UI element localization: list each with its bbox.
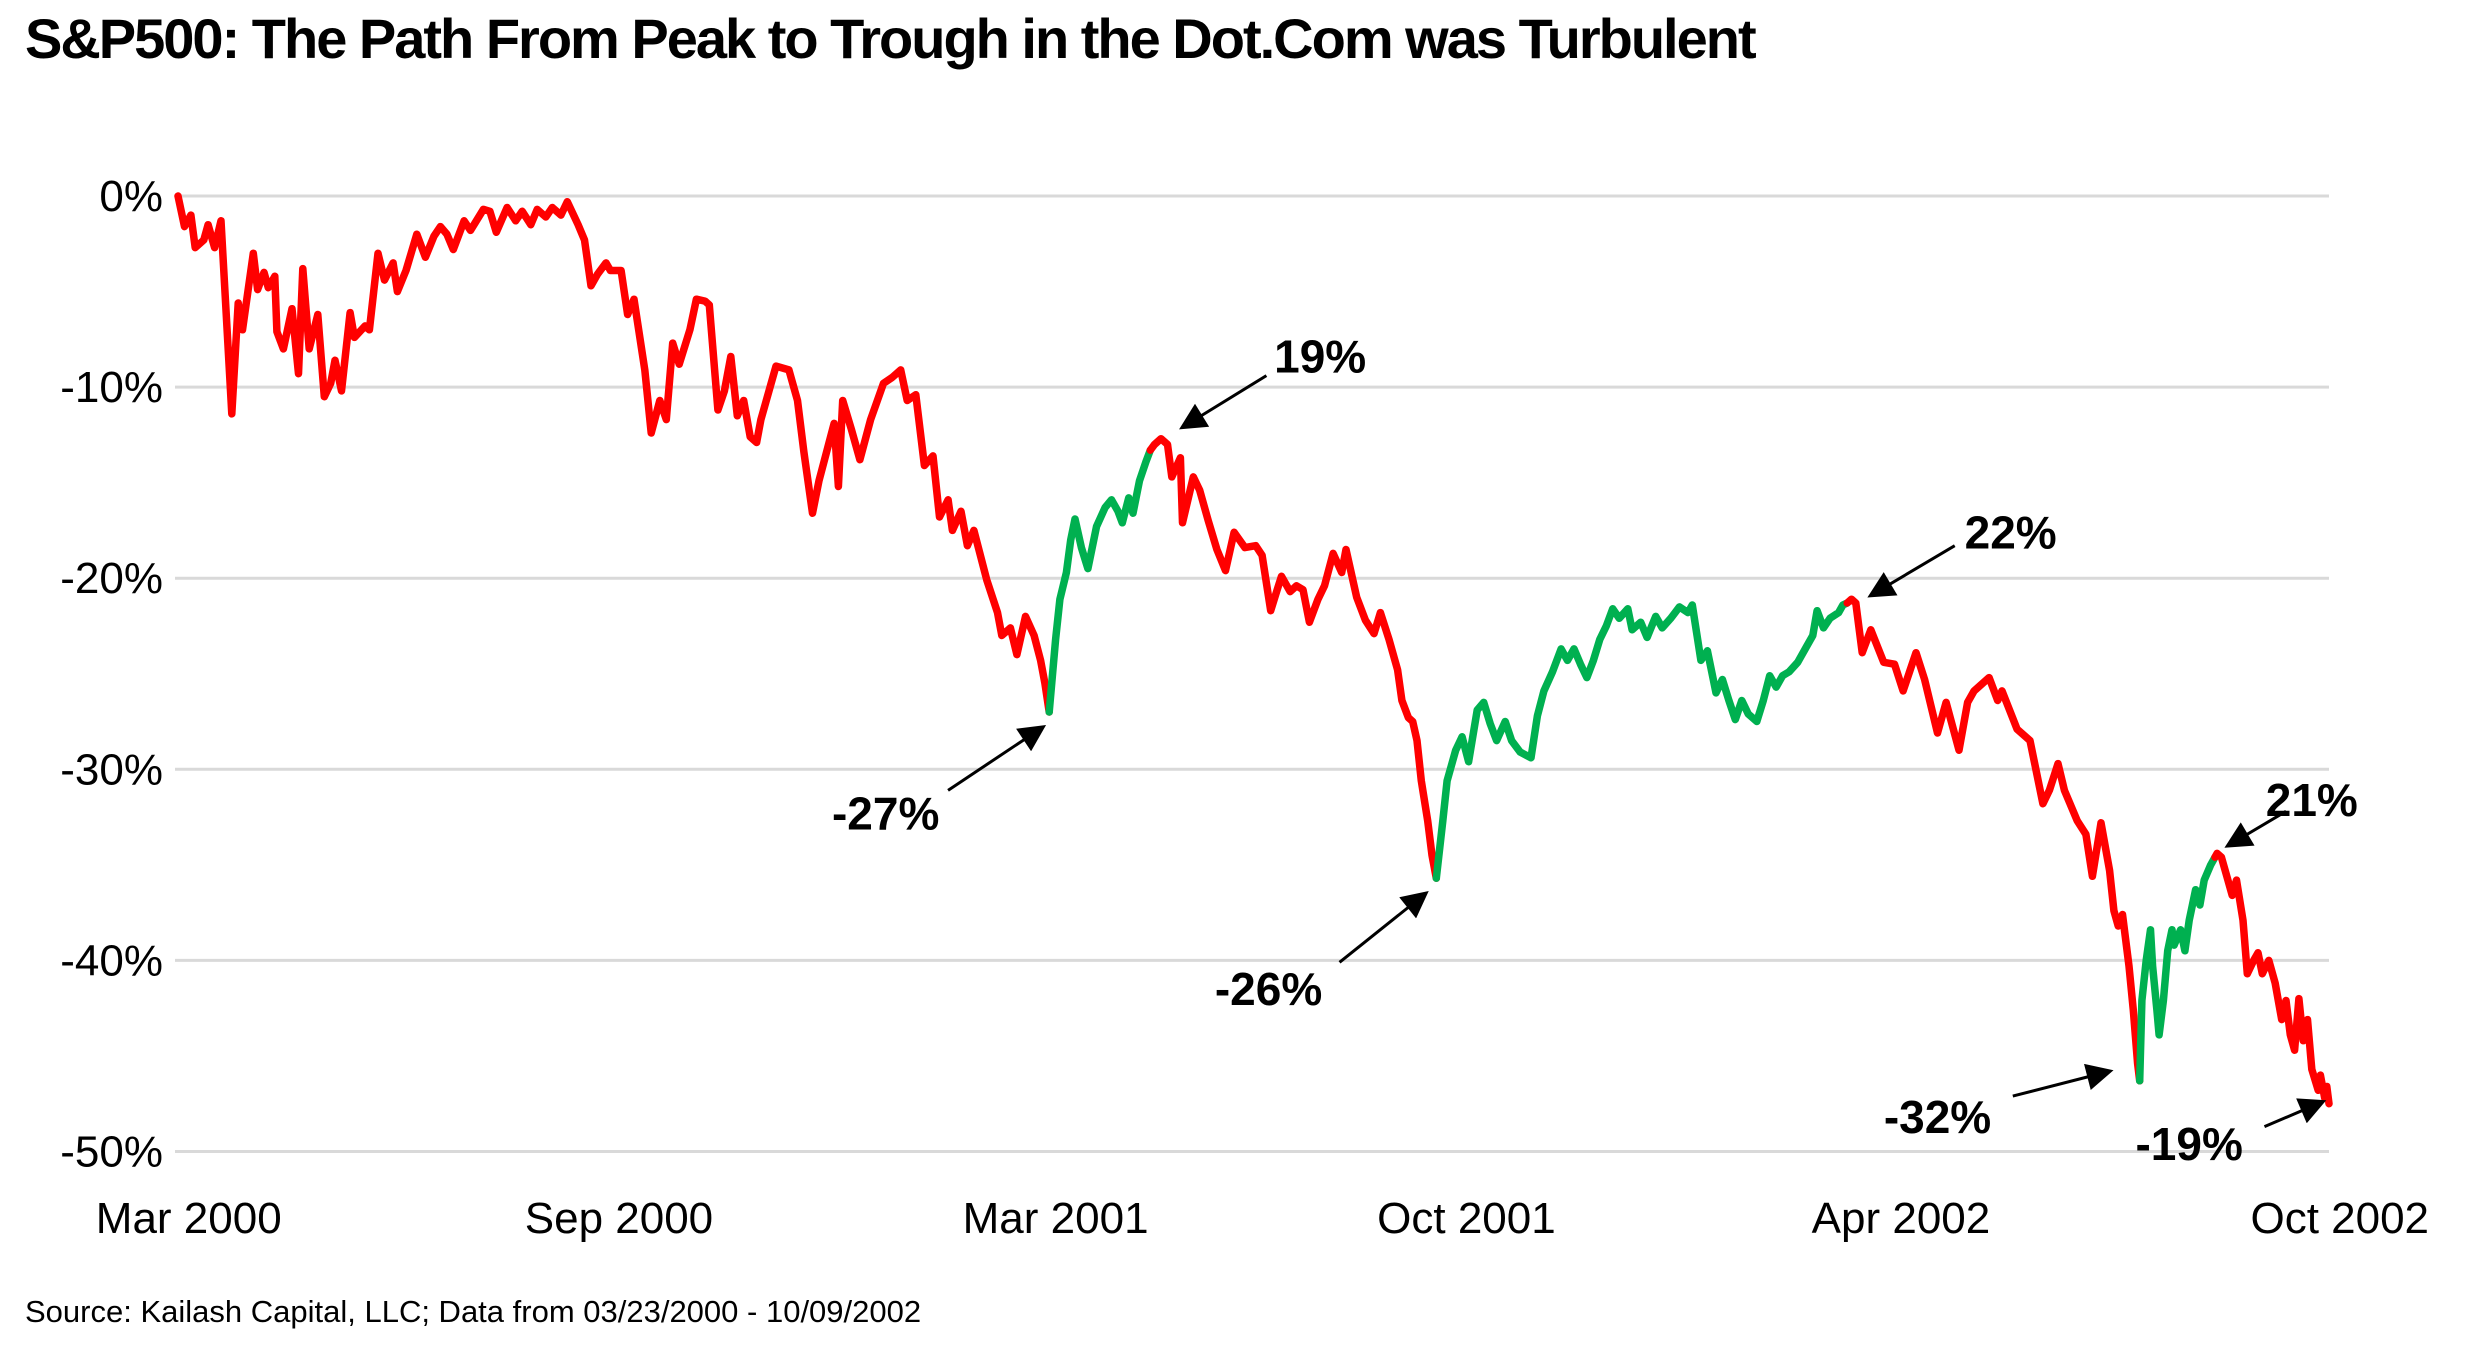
annotations: 19% -27% 22% -26% 21% -32% -19%	[832, 331, 2358, 1170]
annotation-arrow--32%	[2012, 1063, 2114, 1098]
axis-labels: 0% -10% -20% -30% -40% -50% Mar 2000 Sep 2000 Ma…	[60, 172, 2429, 1243]
source-note: Source: Kailash Capital, LLC; Data from …	[25, 1294, 922, 1329]
annotation-label--19%: -19%	[2135, 1118, 2242, 1170]
annotation-label-19%: 19%	[1274, 331, 1366, 383]
gridlines	[175, 194, 2329, 1153]
annotation-arrow-22%	[1867, 544, 1956, 598]
annotation-label--27%: -27%	[832, 787, 939, 839]
x-tick-label: Sep 2000	[525, 1194, 713, 1243]
y-tick-label: -50%	[60, 1128, 163, 1177]
y-tick-label: -10%	[60, 363, 163, 412]
x-tick-label: Oct 2002	[2250, 1194, 2429, 1243]
series-segment-rally-1	[1045, 446, 1155, 716]
annotation-label-21%: 21%	[2266, 774, 2358, 826]
annotation-arrow--19%	[2263, 1098, 2327, 1129]
y-tick-label: 0%	[99, 172, 163, 221]
price-path-series	[174, 192, 2333, 1108]
series-segment-rally-2	[1432, 599, 1851, 882]
y-tick-label: -20%	[60, 554, 163, 603]
series-segment-decline-4	[2211, 849, 2333, 1108]
x-tick-label: Oct 2001	[1377, 1194, 1556, 1243]
annotation-label--26%: -26%	[1215, 963, 1322, 1015]
annotation-label--32%: -32%	[1884, 1091, 1991, 1143]
series-segment-decline-1	[174, 192, 1053, 716]
series-segment-decline-2	[1146, 434, 1441, 882]
chart-title: S&P500: The Path From Peak to Trough in …	[25, 7, 1757, 70]
x-tick-label: Mar 2000	[96, 1194, 282, 1243]
series-segment-rally-3	[2135, 853, 2219, 1085]
x-tick-label: Mar 2001	[963, 1194, 1149, 1243]
y-tick-label: -40%	[60, 936, 163, 985]
annotation-label-22%: 22%	[1965, 506, 2057, 558]
annotation-arrow-19%	[1179, 374, 1268, 430]
annotation-arrow-21%	[2224, 810, 2287, 848]
y-tick-label: -30%	[60, 745, 163, 794]
x-tick-label: Apr 2002	[1812, 1194, 1991, 1243]
annotation-arrow--26%	[1338, 890, 1429, 964]
annotation-arrow--27%	[947, 725, 1047, 792]
series-segment-decline-3	[1843, 595, 2144, 1085]
